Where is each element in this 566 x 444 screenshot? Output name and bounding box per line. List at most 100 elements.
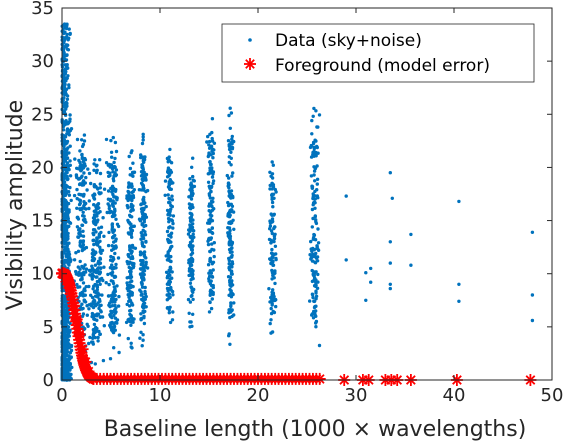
data-point — [113, 275, 117, 279]
data-point — [168, 147, 172, 152]
data-point — [230, 314, 234, 319]
data-point — [314, 282, 318, 286]
data-point — [117, 294, 121, 299]
data-point — [163, 193, 167, 197]
data-point — [63, 333, 67, 337]
data-point — [95, 318, 99, 322]
data-point — [65, 260, 70, 265]
data-point — [92, 197, 97, 201]
data-point — [269, 251, 274, 255]
data-point — [131, 161, 135, 165]
data-point — [311, 316, 316, 320]
data-point — [98, 182, 103, 186]
data-point — [74, 269, 78, 274]
data-point — [211, 156, 215, 160]
data-point — [84, 285, 88, 289]
data-point — [209, 190, 213, 194]
data-point — [228, 283, 232, 287]
data-point — [270, 200, 275, 205]
data-point — [270, 277, 274, 281]
data-point — [106, 170, 110, 175]
data-point — [170, 289, 175, 294]
data-point — [229, 303, 233, 307]
data-point — [62, 138, 66, 143]
y-tick-label: 0 — [43, 370, 54, 391]
data-point — [189, 278, 193, 282]
data-point — [82, 202, 87, 207]
data-point — [94, 205, 98, 209]
data-point — [272, 234, 277, 238]
data-point — [312, 173, 316, 177]
data-point — [98, 256, 102, 260]
data-point — [98, 250, 102, 254]
data-point — [138, 253, 143, 257]
data-point — [211, 260, 216, 264]
data-point — [108, 173, 112, 178]
data-point — [167, 226, 171, 230]
data-point — [211, 200, 215, 204]
data-point — [163, 179, 168, 183]
data-point — [94, 325, 98, 330]
data-point — [207, 310, 212, 314]
data-point — [80, 174, 84, 178]
legend-marker-foreground — [244, 58, 256, 70]
data-point — [98, 186, 103, 190]
data-point — [129, 225, 133, 229]
data-point — [95, 285, 100, 289]
data-point — [310, 184, 314, 188]
data-point — [92, 238, 96, 242]
data-point — [81, 234, 86, 238]
data-point — [130, 320, 134, 324]
data-point — [75, 196, 79, 201]
data-point — [89, 293, 93, 297]
data-point — [82, 219, 87, 223]
data-point — [167, 233, 171, 238]
data-point — [316, 272, 320, 277]
data-point — [311, 293, 315, 297]
x-tick-label: 50 — [541, 385, 564, 406]
data-point — [312, 232, 316, 237]
data-point — [131, 174, 135, 178]
data-point — [208, 132, 212, 136]
data-point — [230, 204, 235, 208]
data-point — [208, 168, 212, 172]
data-point — [167, 183, 171, 187]
data-point — [188, 320, 192, 324]
data-point — [110, 223, 114, 227]
data-point — [112, 214, 116, 218]
data-point — [227, 160, 231, 165]
data-point — [78, 207, 83, 212]
data-point — [102, 324, 107, 328]
data-point — [207, 184, 212, 188]
data-point — [190, 186, 194, 190]
data-point — [344, 194, 348, 198]
data-point — [117, 350, 121, 355]
data-point — [269, 238, 273, 242]
y-tick-label: 20 — [31, 157, 54, 178]
data-point — [64, 25, 68, 29]
data-point — [227, 293, 231, 297]
data-point — [76, 265, 81, 269]
data-point — [130, 261, 135, 265]
data-point — [315, 255, 320, 259]
data-point — [211, 285, 215, 290]
data-point — [271, 163, 275, 167]
data-point — [75, 137, 80, 142]
data-point — [310, 207, 315, 212]
data-point — [125, 302, 129, 307]
data-point — [97, 226, 101, 230]
axes-box — [61, 7, 553, 381]
data-point — [168, 320, 173, 325]
data-point — [93, 158, 97, 162]
data-point — [142, 321, 147, 326]
data-point — [111, 255, 115, 260]
data-point — [166, 237, 170, 242]
data-point — [101, 216, 105, 220]
data-point — [164, 270, 169, 274]
data-point — [115, 284, 119, 288]
data-point — [129, 308, 133, 313]
data-point — [311, 216, 315, 221]
data-point — [62, 353, 67, 357]
data-point — [114, 262, 118, 267]
data-point — [270, 187, 274, 191]
